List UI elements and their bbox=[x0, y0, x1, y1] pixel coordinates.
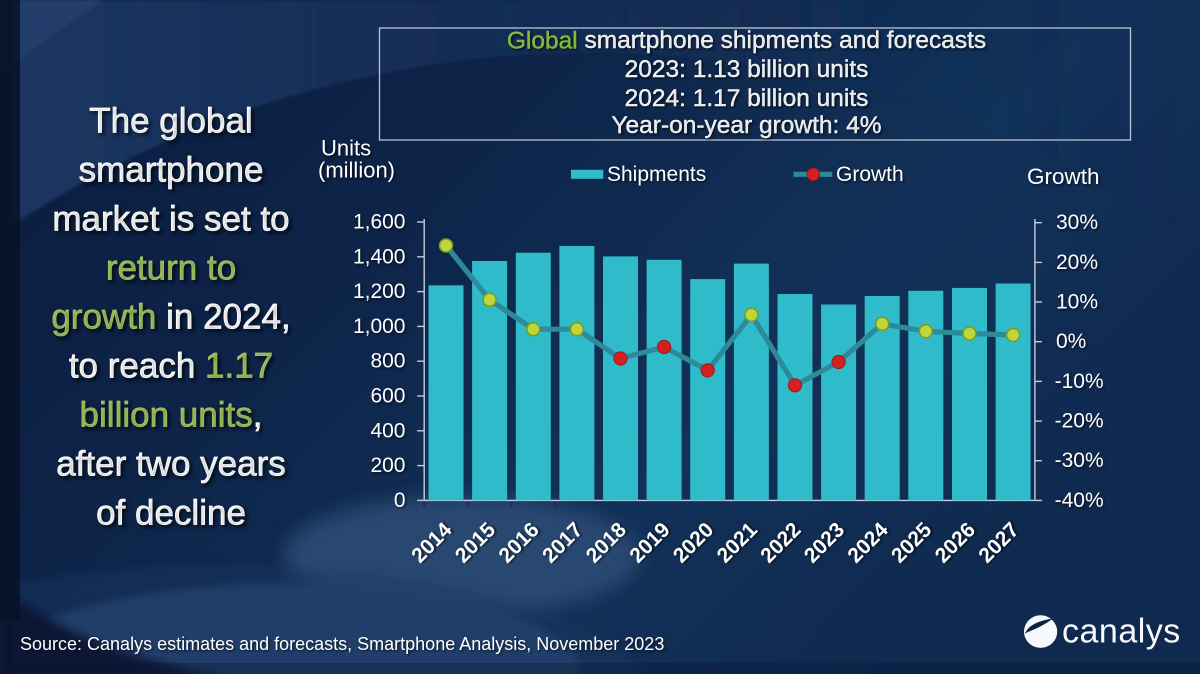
svg-text:1,200: 1,200 bbox=[353, 280, 406, 303]
svg-text:0: 0 bbox=[394, 489, 406, 512]
svg-text:Global smartphone shipments an: Global smartphone shipments and forecast… bbox=[507, 27, 986, 54]
svg-text:200: 200 bbox=[370, 454, 405, 477]
svg-text:billion units,: billion units, bbox=[80, 395, 263, 434]
svg-text:400: 400 bbox=[370, 419, 405, 442]
svg-text:market is set to: market is set to bbox=[52, 199, 289, 238]
svg-text:return to: return to bbox=[106, 248, 236, 287]
svg-text:-10%: -10% bbox=[1055, 370, 1104, 393]
svg-text:canalys: canalys bbox=[1062, 613, 1181, 651]
svg-text:Growth: Growth bbox=[836, 163, 904, 186]
svg-text:-40%: -40% bbox=[1055, 489, 1104, 512]
svg-text:0%: 0% bbox=[1056, 330, 1086, 353]
svg-text:to reach 1.17: to reach 1.17 bbox=[69, 346, 273, 385]
svg-text:600: 600 bbox=[370, 385, 405, 408]
svg-text:800: 800 bbox=[370, 350, 405, 373]
svg-text:of decline: of decline bbox=[96, 493, 246, 532]
svg-text:-20%: -20% bbox=[1055, 410, 1104, 433]
svg-text:after two years: after two years bbox=[56, 444, 286, 483]
svg-text:-30%: -30% bbox=[1055, 449, 1104, 472]
svg-text:2024: 1.17 billion units: 2024: 1.17 billion units bbox=[625, 85, 869, 112]
svg-text:30%: 30% bbox=[1056, 211, 1098, 234]
svg-text:20%: 20% bbox=[1056, 251, 1098, 274]
svg-text:(million): (million) bbox=[318, 158, 395, 183]
svg-text:Units: Units bbox=[321, 136, 371, 161]
svg-text:growth in 2024,: growth in 2024, bbox=[51, 297, 290, 336]
svg-text:10%: 10% bbox=[1056, 291, 1098, 314]
svg-text:1,400: 1,400 bbox=[353, 245, 406, 268]
svg-text:Source: Canalys estimates and: Source: Canalys estimates and forecasts,… bbox=[20, 634, 664, 654]
svg-text:2023: 1.13 billion units: 2023: 1.13 billion units bbox=[625, 56, 869, 83]
svg-text:smartphone: smartphone bbox=[79, 150, 264, 189]
svg-text:The global: The global bbox=[89, 101, 252, 140]
svg-text:Year-on-year growth: 4%: Year-on-year growth: 4% bbox=[611, 112, 881, 139]
svg-text:Shipments: Shipments bbox=[607, 163, 706, 186]
svg-text:1,600: 1,600 bbox=[353, 211, 406, 234]
svg-text:1,000: 1,000 bbox=[353, 315, 406, 338]
svg-text:Growth: Growth bbox=[1027, 164, 1100, 189]
